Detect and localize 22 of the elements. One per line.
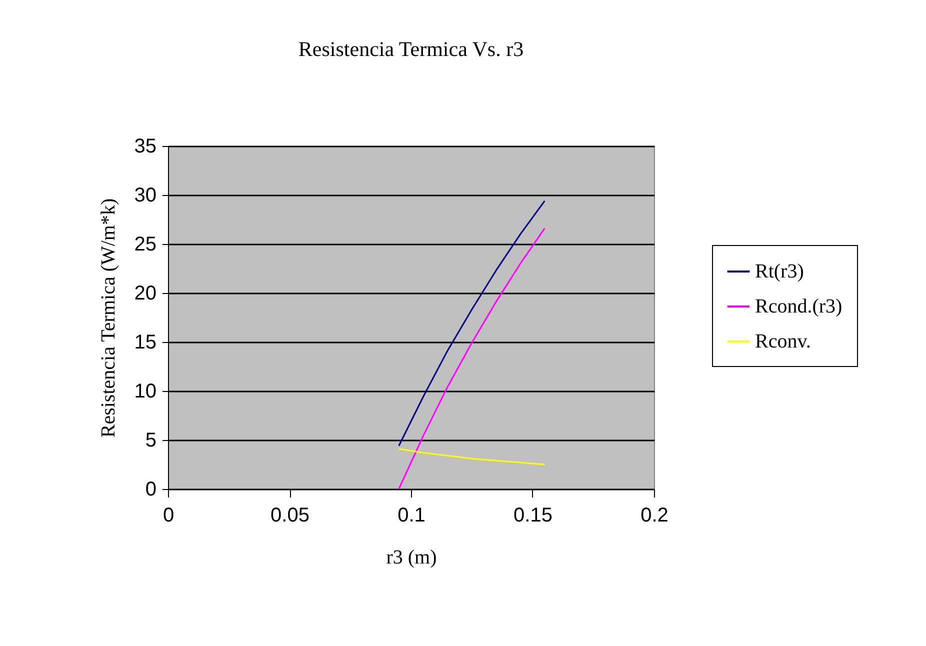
- line-series: [398, 228, 546, 490]
- y-tick-label: 15: [134, 332, 156, 354]
- x-tick-label: 0.15: [514, 504, 552, 526]
- y-tick-label: 0: [145, 478, 156, 500]
- y-axis-title: Resistencia Termica (W/m*k): [97, 198, 120, 438]
- legend-label: Rt(r3): [755, 260, 804, 282]
- line-series: [398, 448, 546, 466]
- y-tick-label: 25: [134, 234, 156, 256]
- y-tick-label: 5: [145, 430, 156, 452]
- y-tick-label: 30: [134, 184, 156, 206]
- x-tick-label: 0.2: [640, 504, 668, 526]
- y-tick-label: 10: [134, 380, 156, 402]
- x-tick-label: 0.05: [270, 504, 310, 526]
- x-tick-label: 0: [162, 504, 174, 526]
- line-series: [398, 200, 546, 447]
- chart-title: Resistencia Termica Vs. r3: [298, 37, 524, 61]
- x-axis-title: r3 (m): [386, 546, 437, 568]
- y-tick-label: 20: [134, 282, 156, 304]
- legend-label: Rconv.: [755, 330, 811, 352]
- x-tick-label: 0.1: [398, 504, 426, 526]
- y-tick-label: 35: [134, 136, 156, 158]
- legend-label: Rcond.(r3): [755, 296, 842, 318]
